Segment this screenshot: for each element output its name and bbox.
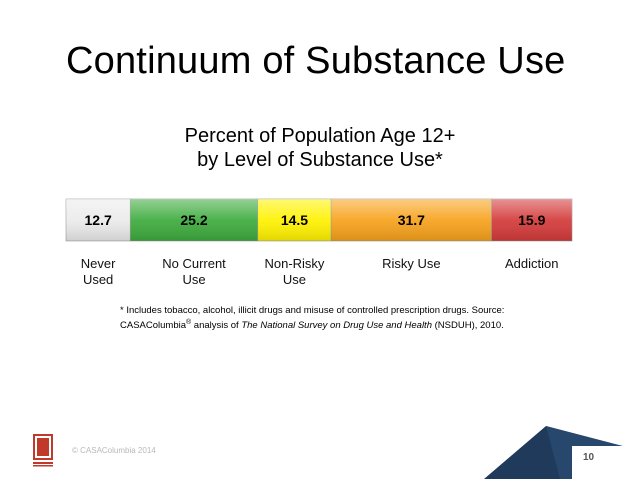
category-label-4: Addiction xyxy=(487,256,577,272)
footnote-line-2: CASAColumbia® analysis of The National S… xyxy=(120,317,540,332)
bar-value-label-3: 31.7 xyxy=(398,212,425,228)
category-label-1: No Current Use xyxy=(149,256,239,288)
footnote-survey-name: The National Survey on Drug Use and Heal… xyxy=(241,320,432,332)
bar-segment-gloss-4 xyxy=(491,199,572,241)
footnote-analysis-of: analysis of xyxy=(191,320,242,332)
category-label-line: Never xyxy=(80,256,116,271)
copyright-notice: © CASAColumbia 2014 xyxy=(72,446,156,455)
footnote-source-org: CASAColumbia xyxy=(120,320,186,332)
category-label-0: Never Used xyxy=(53,256,143,288)
bar-segment-gloss-2 xyxy=(257,199,332,241)
registered-mark: ® xyxy=(186,319,192,326)
category-label-line: Used xyxy=(82,272,114,287)
bar-segment-gloss-0 xyxy=(66,199,131,241)
bar-segment-gloss-3 xyxy=(331,199,492,241)
chart-title: Percent of Population Age 12+ by Level o… xyxy=(140,124,500,172)
casa-columbia-logo xyxy=(33,434,53,467)
category-label-line: Risky Use xyxy=(382,256,441,271)
page-number: 10 xyxy=(583,452,595,463)
footnote-survey-year: (NSDUH), 2010. xyxy=(431,320,504,332)
chart-title-line-2: by Level of Substance Use* xyxy=(197,149,443,171)
bar-value-label-2: 14.5 xyxy=(281,212,308,228)
bar-value-label-1: 25.2 xyxy=(180,212,207,228)
chart-title-line-1: Percent of Population Age 12+ xyxy=(184,125,456,147)
category-label-line: Use xyxy=(282,272,307,287)
category-label-line: Addiction xyxy=(505,256,559,271)
bar-value-label-4: 15.9 xyxy=(518,212,545,228)
category-label-2: Non-Risky Use xyxy=(249,256,339,288)
category-label-3: Risky Use xyxy=(366,256,456,272)
category-label-line: Non-Risky xyxy=(264,256,325,271)
footnote: * Includes tobacco, alcohol, illicit dru… xyxy=(120,305,540,332)
bar-segment-gloss-1 xyxy=(130,199,258,241)
bar-value-label-0: 12.7 xyxy=(85,212,112,228)
slide-title: Continuum of Substance Use xyxy=(66,40,566,82)
category-label-line: No Current xyxy=(162,256,226,271)
footnote-line-1: * Includes tobacco, alcohol, illicit dru… xyxy=(120,305,505,316)
category-label-line: Use xyxy=(182,272,206,287)
